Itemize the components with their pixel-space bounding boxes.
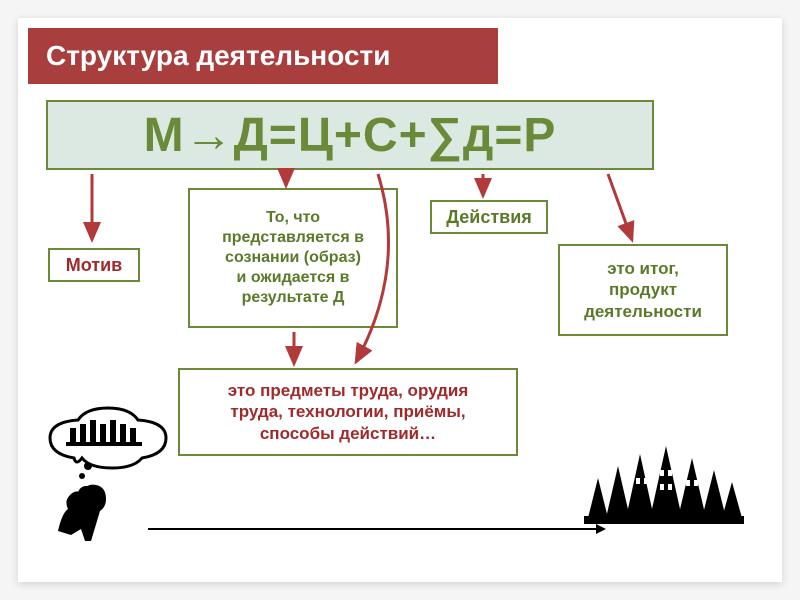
- slide: Структура деятельности М→Д=Ц+С+∑д=Р Моти…: [18, 18, 782, 582]
- box-goal-line: сознании (образ): [225, 248, 361, 268]
- box-actions-label: Действия: [446, 206, 532, 229]
- box-result: это итог,продуктдеятельности: [558, 244, 728, 336]
- slide-title: Структура деятельности: [28, 28, 498, 84]
- box-goal-line: и ожидается в: [237, 268, 350, 288]
- box-result-line: это итог,: [607, 258, 679, 279]
- city-icon: [578, 418, 748, 538]
- box-actions: Действия: [430, 200, 548, 234]
- thinker-icon: [38, 406, 188, 546]
- box-goal-line: То, что: [266, 208, 320, 228]
- arrow: [608, 174, 632, 240]
- box-means-line: способы действий…: [260, 423, 436, 444]
- box-motive-label: Мотив: [66, 254, 123, 277]
- box-means-line: это предметы труда, орудия: [228, 380, 469, 401]
- box-motive: Мотив: [48, 248, 140, 282]
- box-result-line: деятельности: [584, 301, 702, 322]
- box-goal-line: результате Д: [242, 288, 345, 308]
- box-result-line: продукт: [609, 279, 677, 300]
- horizontal-arrow: [148, 528, 598, 530]
- box-goal-line: представляется в: [222, 228, 364, 248]
- box-means: это предметы труда, орудиятруда, техноло…: [178, 368, 518, 456]
- box-means-line: труда, технологии, приёмы,: [230, 401, 465, 422]
- box-image-goal: То, чтопредставляется всознании (образ)и…: [188, 188, 398, 328]
- formula-box: М→Д=Ц+С+∑д=Р: [46, 100, 654, 170]
